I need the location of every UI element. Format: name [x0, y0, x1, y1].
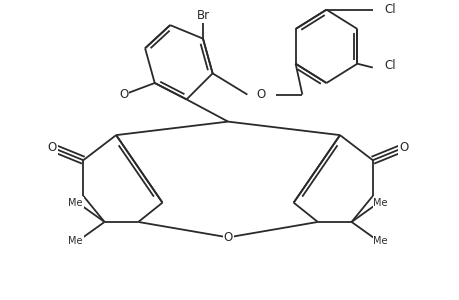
Text: Cl: Cl: [384, 3, 395, 16]
Text: O: O: [48, 141, 57, 154]
Text: O: O: [223, 231, 232, 244]
Text: O: O: [398, 141, 408, 154]
Text: Br: Br: [196, 9, 209, 22]
Text: Me: Me: [372, 198, 387, 208]
Text: Me: Me: [372, 236, 387, 246]
Text: Cl: Cl: [384, 59, 395, 72]
Text: Me: Me: [68, 198, 83, 208]
Text: O: O: [119, 88, 128, 101]
Text: O: O: [256, 88, 265, 101]
Text: Me: Me: [68, 236, 83, 246]
